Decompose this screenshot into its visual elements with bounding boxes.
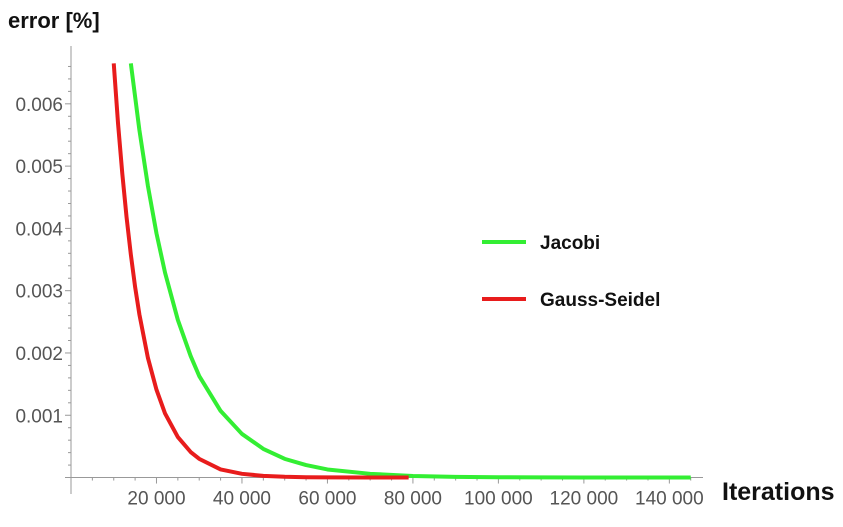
- x-tick-label: 80 000: [384, 489, 442, 510]
- x-tick-label: 20 000: [127, 489, 185, 510]
- y-tick-label: 0.005: [15, 157, 63, 178]
- x-tick-label: 60 000: [298, 489, 356, 510]
- y-tick-label: 0.001: [15, 406, 63, 427]
- x-tick-label: 120 000: [550, 489, 619, 510]
- series-layer: [111, 63, 691, 480]
- y-tick-label: 0.003: [15, 282, 63, 303]
- x-tick-label: 140 000: [635, 489, 704, 510]
- y-axis-title: error [%]: [8, 8, 100, 33]
- y-tick-label: 0.002: [15, 344, 63, 365]
- x-tick-label: 100 000: [464, 489, 533, 510]
- legend: Jacobi Gauss-Seidel: [482, 233, 660, 311]
- x-tick-label: 40 000: [213, 489, 271, 510]
- y-tick-label: 0.006: [15, 95, 63, 116]
- series-line-jacobi: [128, 63, 691, 480]
- y-tick-label: 0.004: [15, 219, 63, 240]
- legend-label-jacobi: Jacobi: [540, 233, 600, 254]
- x-ticks: 20 000 40 000 60 000 80 000 100 000 120 000 14…: [91, 477, 704, 510]
- legend-label-gauss-seidel: Gauss-Seidel: [540, 290, 660, 311]
- x-axis-title: Iterations: [722, 478, 835, 506]
- y-ticks: 0.001 0.002 0.003 0.004 0.005 0.006: [15, 65, 71, 466]
- series-line-gauss-seidel: [111, 63, 409, 480]
- axes: 20 000 40 000 60 000 80 000 100 000 120 000 14…: [15, 46, 704, 510]
